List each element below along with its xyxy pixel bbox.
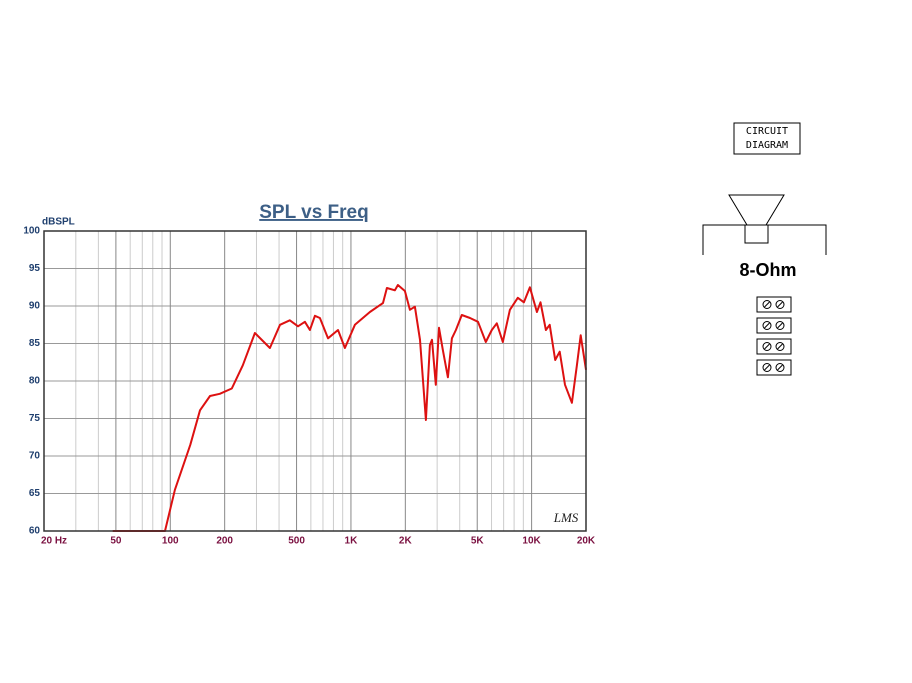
chart-background [22,200,592,548]
circuit-label: DIAGRAM [746,140,788,151]
terminal-slot [764,343,770,350]
x-tick-label: 20K [577,536,596,547]
x-tick-label: 2K [399,536,413,547]
y-tick-label: 70 [29,451,41,462]
plot-frame [43,230,587,532]
line-series [112,284,587,532]
terminal-slot [777,343,783,350]
terminal-slot [764,322,770,329]
impedance-label: 8-Ohm [739,260,796,280]
terminal [756,338,792,355]
terminal [756,359,792,376]
terminal [756,296,792,313]
x-tick-label: 200 [216,536,233,547]
y-tick-label: 75 [29,413,41,424]
terminal-block [756,296,792,376]
terminal-slot [764,364,770,371]
speaker-magnet [744,224,769,244]
terminal-slot [777,301,783,308]
y-tick-label: 80 [29,376,41,387]
y-tick-label: 100 [23,226,40,237]
speaker-cone [728,194,785,226]
circuit-box [733,122,801,155]
watermark: LMS [553,510,579,525]
wire [702,224,745,255]
circuit-label: CIRCUIT [746,126,788,137]
chart-title: SPL vs Freq [259,202,368,223]
wire [768,224,827,255]
x-tick-label: 5K [471,536,485,547]
x-tick-label: 20 Hz [41,536,67,547]
x-tick-label: 50 [110,536,122,547]
y-tick-label: 85 [29,338,41,349]
x-tick-label: 100 [162,536,179,547]
x-tick-label: 1K [345,536,359,547]
y-tick-label: 65 [29,488,41,499]
y-tick-label: 95 [29,263,41,274]
x-tick-label: 500 [288,536,305,547]
terminal-slot [764,301,770,308]
terminal-slot [777,322,783,329]
terminal-slot [777,364,783,371]
y-tick-label: 90 [29,301,41,312]
y-tick-label: 60 [29,526,41,537]
x-tick-label: 10K [522,536,541,547]
y-axis-label: dBSPL [42,217,75,228]
terminal [756,317,792,334]
